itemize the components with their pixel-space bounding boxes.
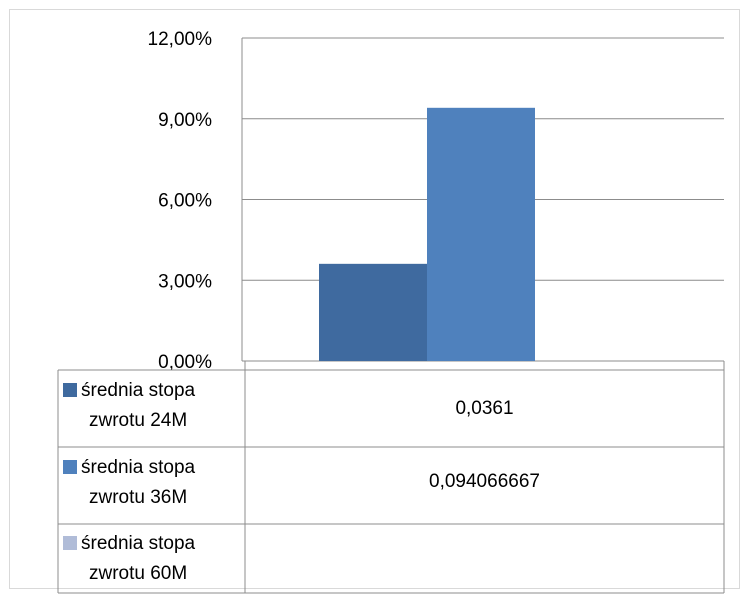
legend-swatch-series-3 — [63, 536, 77, 550]
table-row-series-1-name: średnia stopa zwrotu 24M — [63, 376, 195, 436]
y-tick-label: 3,00% — [158, 271, 212, 292]
bar-series-2 — [427, 107, 535, 361]
legend-swatch-series-2 — [63, 460, 77, 474]
data-table-lines — [57, 361, 725, 594]
y-tick-label: 9,00% — [158, 110, 212, 131]
y-tick-label: 0,00% — [158, 352, 212, 373]
chart-frame — [9, 9, 740, 589]
bar-series-1 — [319, 263, 427, 361]
legend-swatch-series-1 — [63, 383, 77, 397]
table-cell-series-2-value: 0,094066667 — [429, 471, 540, 492]
y-tick-label: 12,00% — [148, 29, 213, 50]
y-tick-label: 6,00% — [158, 191, 212, 212]
table-cell-series-1-value: 0,0361 — [455, 398, 514, 419]
bars — [319, 107, 535, 361]
table-row-series-3-name: średnia stopa zwrotu 60M — [63, 529, 195, 589]
y-axis: 0,00% 3,00% 6,00% 9,00% 12,00% — [148, 29, 243, 373]
table-row-series-2-name: średnia stopa zwrotu 36M — [63, 453, 195, 513]
